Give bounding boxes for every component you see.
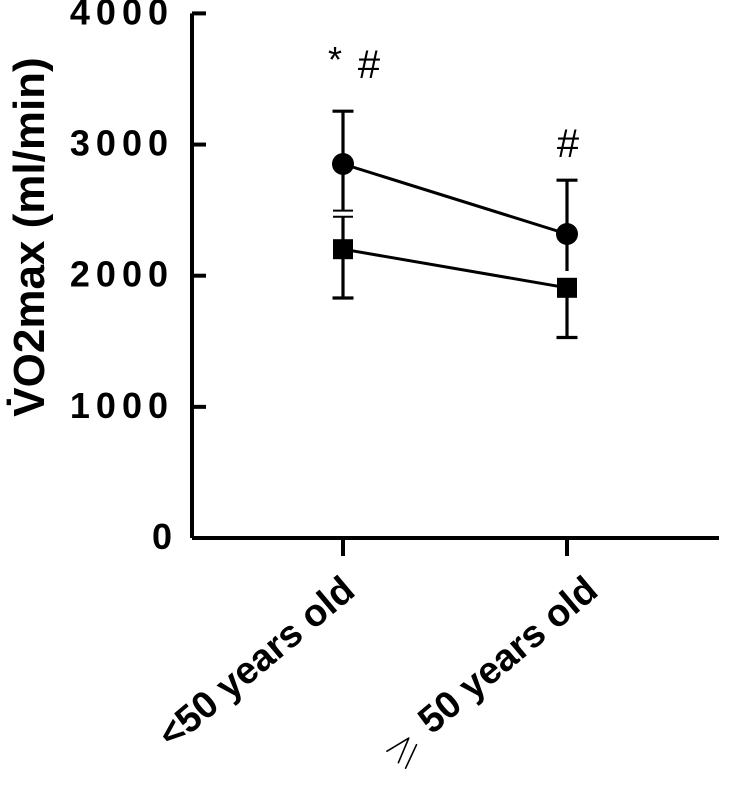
svg-text:<50 years old: <50 years old [150,569,362,757]
svg-text:4000: 4000 [70,0,174,32]
svg-text:1000: 1000 [70,385,174,426]
svg-text:0: 0 [152,516,174,557]
svg-text:2000: 2000 [70,254,174,295]
svg-text:50 years old: 50 years old [410,569,605,742]
svg-text:#: # [358,43,381,87]
svg-text:3000: 3000 [70,123,174,164]
svg-text:*: * [328,39,342,80]
svg-text:#: # [557,122,580,166]
svg-text:V̇O2max (ml/min): V̇O2max (ml/min) [5,57,54,416]
